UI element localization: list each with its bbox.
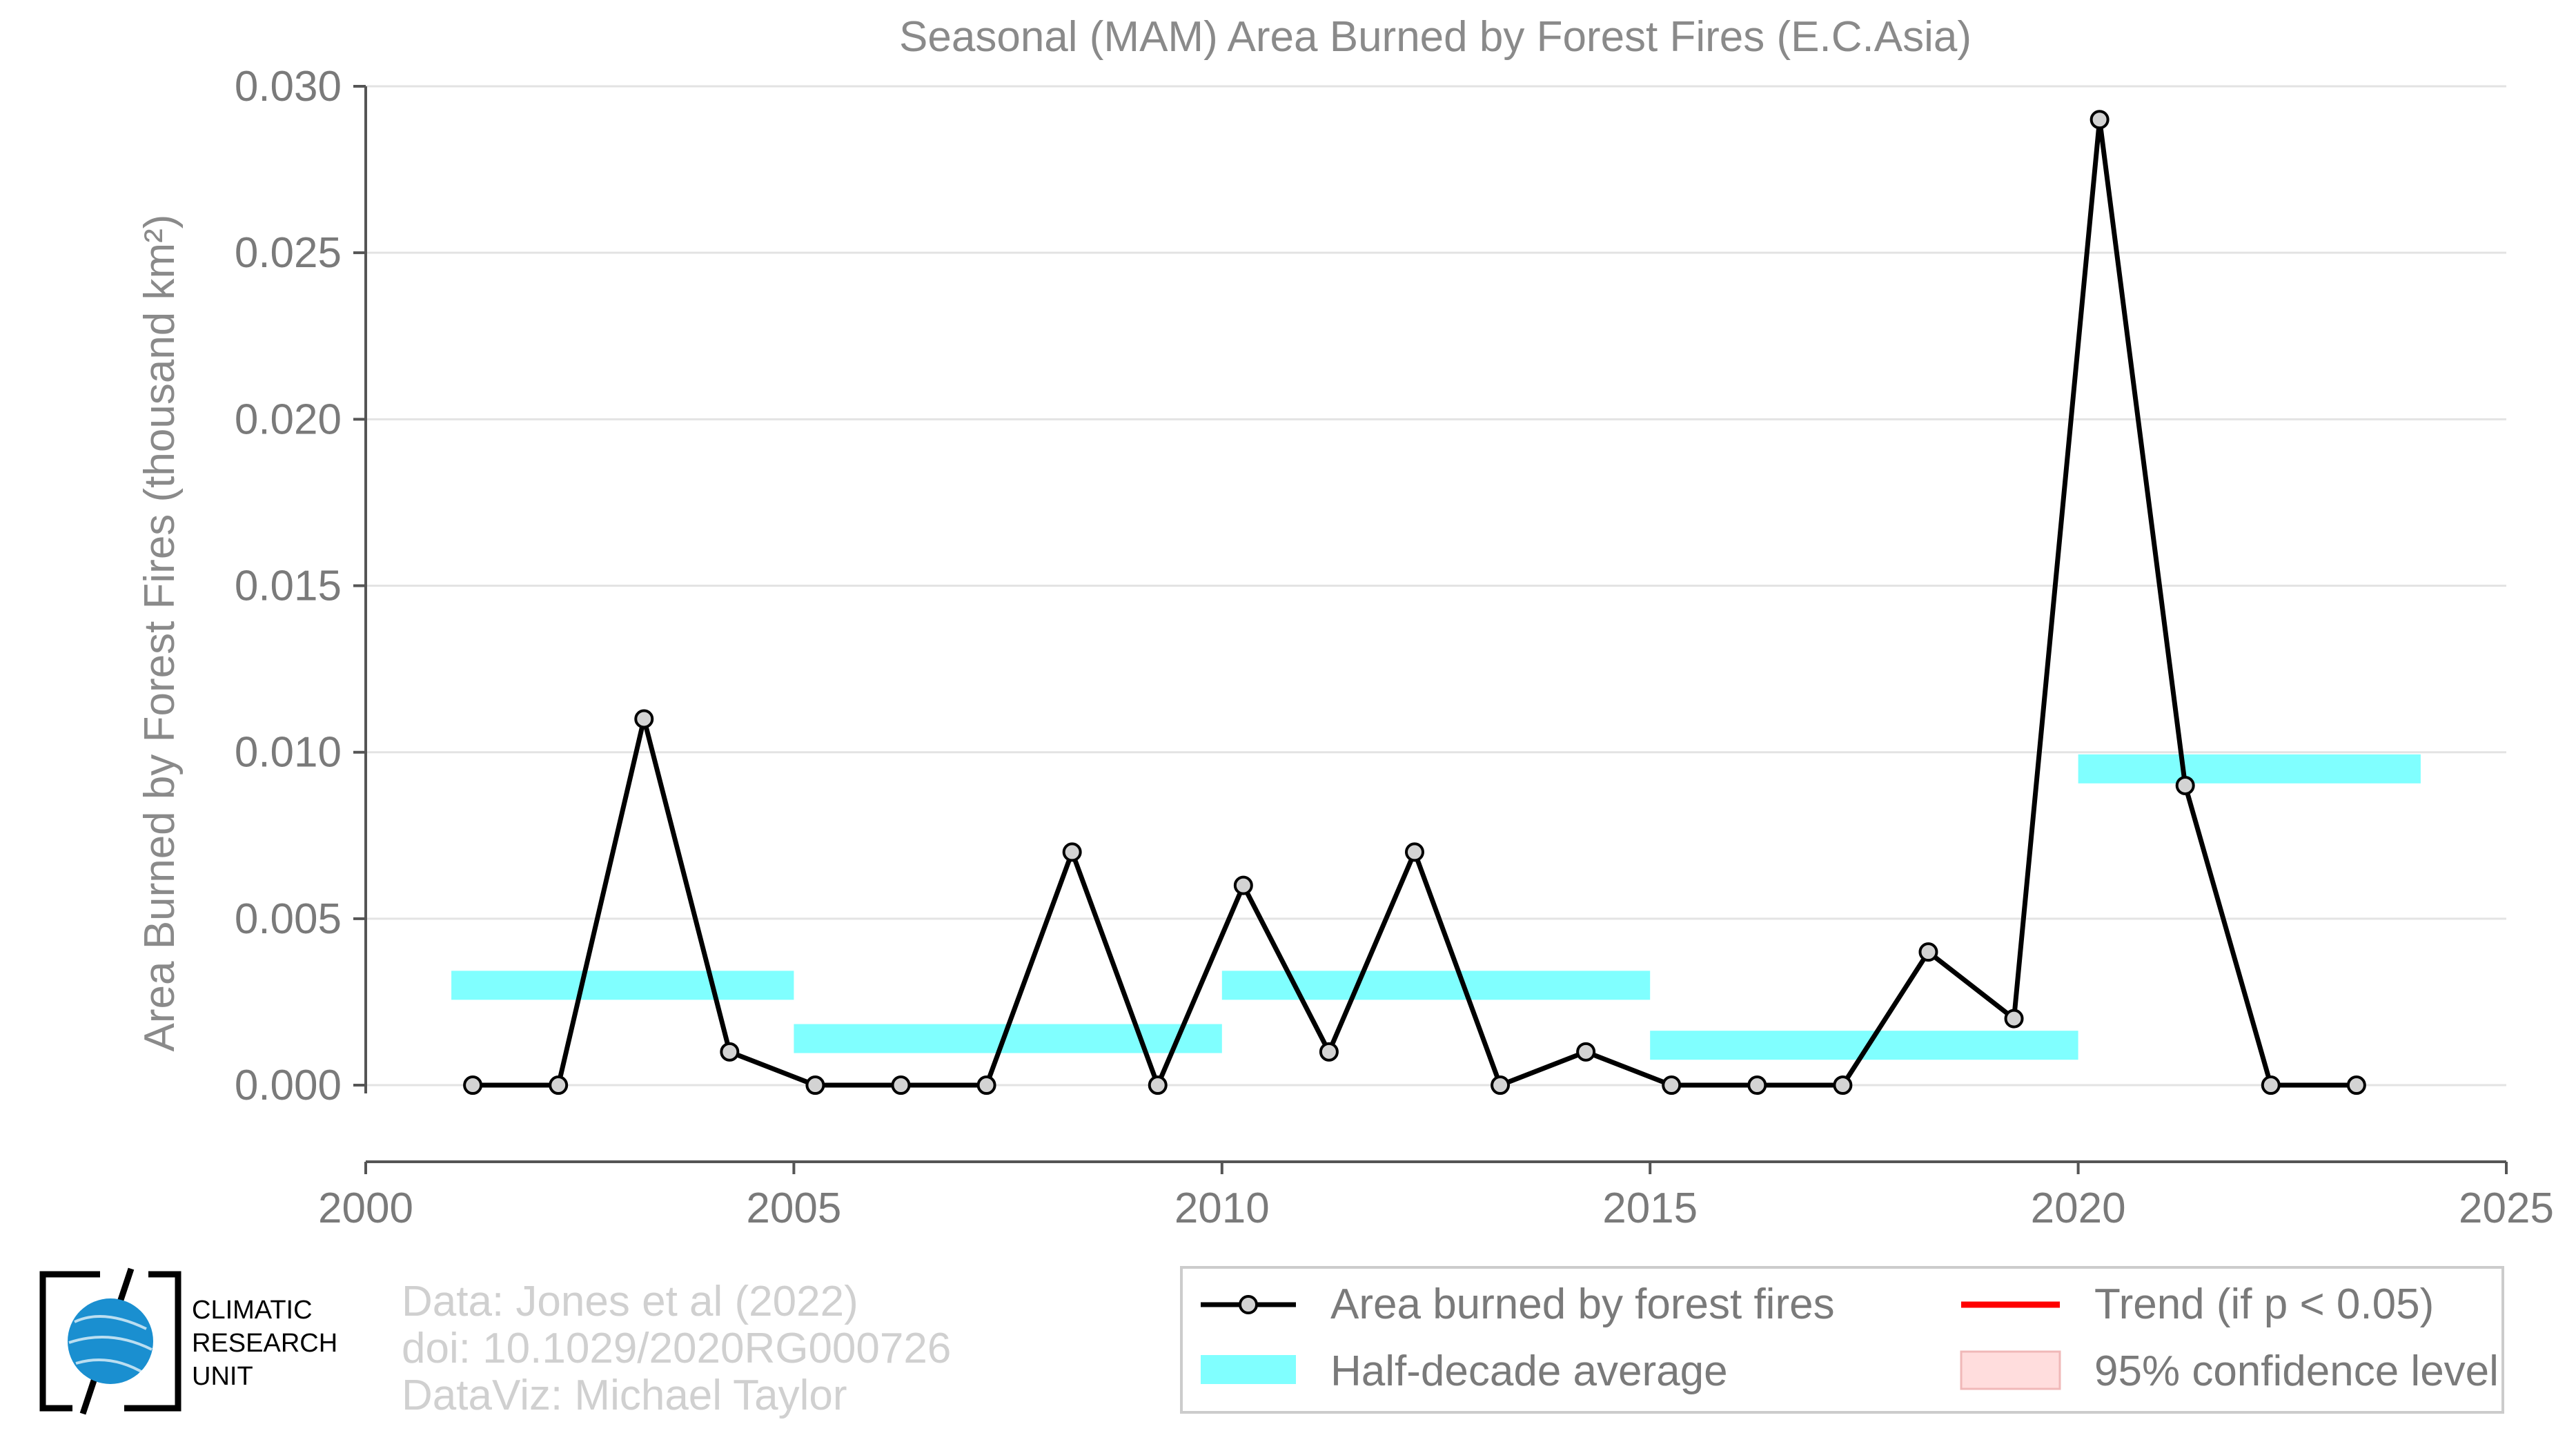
data-point-1 <box>549 1075 569 1095</box>
data-point-19 <box>2090 110 2110 130</box>
data-point-21 <box>2261 1075 2281 1095</box>
half-decade-band-2 <box>1221 971 1651 1000</box>
y-tick-label-2: 0.010 <box>235 729 342 777</box>
data-point-18 <box>2004 1009 2024 1029</box>
data-point-7 <box>1062 842 1082 862</box>
data-point-14 <box>1662 1075 1682 1095</box>
y-tick-label-3: 0.015 <box>235 563 342 610</box>
data-point-13 <box>1576 1042 1596 1062</box>
legend: Area burned by forest fires Trend (if p … <box>1180 1266 2504 1414</box>
data-point-3 <box>720 1042 740 1062</box>
credit-data: Data: Jones et al (2022) <box>402 1278 858 1325</box>
credit-dataviz: DataViz: Michael Taylor <box>402 1372 847 1419</box>
data-point-10 <box>1319 1042 1339 1062</box>
half-decade-band-0 <box>451 971 794 1000</box>
credit-doi: doi: 10.1029/2020RG000726 <box>402 1325 951 1372</box>
legend-swatch-confidence <box>1960 1350 2061 1390</box>
x-axis: 2000 2005 2010 2015 2020 2025 <box>318 1160 2554 1232</box>
logo-bracket-right <box>124 1271 181 1412</box>
y-tick-label-5: 0.025 <box>235 229 342 277</box>
chart-title: Seasonal (MAM) Area Burned by Forest Fir… <box>899 13 1972 61</box>
data-point-6 <box>976 1075 996 1095</box>
globe-icon <box>68 1298 153 1384</box>
legend-label-half-decade: Half-decade average <box>1330 1347 1728 1395</box>
legend-swatch-half-decade <box>1201 1355 1296 1384</box>
data-point-20 <box>2175 775 2195 795</box>
legend-label-area-burned: Area burned by forest fires <box>1330 1280 1835 1328</box>
gridlines <box>366 85 2506 1087</box>
x-tick-label-4: 2020 <box>2031 1185 2126 1232</box>
data-point-9 <box>1233 875 1253 895</box>
logo-bracket-left <box>39 1271 100 1412</box>
y-axis-label: Area Burned by Forest Fires (thousand km… <box>136 215 184 1052</box>
logo-text-line3: UNIT <box>192 1362 253 1391</box>
data-point-17 <box>1918 942 1938 962</box>
y-tick-label-1: 0.005 <box>235 895 342 943</box>
data-point-4 <box>805 1075 825 1095</box>
y-tick-label-6: 0.030 <box>235 63 342 110</box>
logo-text-line2: RESEARCH <box>192 1329 337 1358</box>
x-tick-label-1: 2005 <box>746 1185 841 1232</box>
logo-text-line1: CLIMATIC <box>192 1296 313 1325</box>
data-point-15 <box>1747 1075 1767 1095</box>
y-tick-label-4: 0.020 <box>235 396 342 443</box>
cru-logo: CLIMATIC RESEARCH UNIT <box>39 1267 337 1415</box>
data-point-22 <box>2346 1075 2366 1095</box>
y-axis-ticks: 0.000 0.005 0.010 0.015 0.020 0.025 0.030 <box>235 63 367 1109</box>
data-point-8 <box>1148 1075 1168 1095</box>
data-point-5 <box>891 1075 911 1095</box>
x-tick-label-5: 2025 <box>2459 1185 2554 1232</box>
data-point-16 <box>1833 1075 1853 1095</box>
x-tick-label-3: 2015 <box>1602 1185 1698 1232</box>
series-layer <box>463 110 2366 1095</box>
data-point-2 <box>634 709 654 729</box>
legend-label-confidence: 95% confidence level <box>2094 1347 2499 1395</box>
legend-label-trend: Trend (if p < 0.05) <box>2094 1280 2434 1328</box>
y-tick-label-0: 0.000 <box>235 1062 342 1109</box>
legend-marker-area-burned <box>1239 1295 1258 1314</box>
data-point-0 <box>463 1075 483 1095</box>
legend-box <box>1180 1266 2504 1414</box>
x-tick-label-0: 2000 <box>318 1185 413 1232</box>
x-tick-label-2: 2010 <box>1174 1185 1270 1232</box>
data-point-11 <box>1404 842 1424 862</box>
data-point-12 <box>1491 1075 1511 1095</box>
half-decade-band-4 <box>2078 754 2421 783</box>
